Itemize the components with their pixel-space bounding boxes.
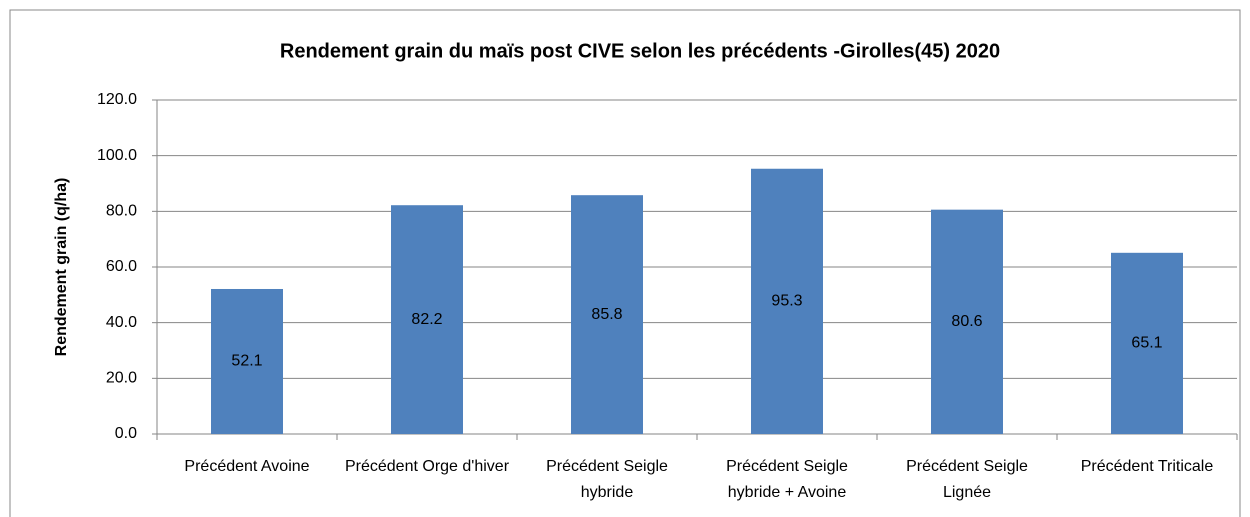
bar — [211, 288, 283, 434]
x-tick-label: Précédent Avoine — [184, 458, 310, 475]
y-axis-label: Rendement grain (q/ha) — [53, 178, 70, 357]
x-tick-label: Précédent Seigle Lignée — [906, 458, 1028, 501]
bar — [931, 209, 1003, 434]
data-label: 82.2 — [411, 311, 442, 328]
bar — [1111, 252, 1183, 434]
x-tick-label: Précédent Triticale — [1080, 458, 1214, 475]
bar — [751, 168, 823, 434]
chart-title: Rendement grain du maïs post CIVE selon … — [280, 40, 1000, 62]
x-tick-label: Précédent Seigle hybride — [546, 458, 668, 501]
y-tick-label: 120.0 — [97, 91, 137, 108]
y-tick-label: 80.0 — [106, 203, 137, 220]
data-label: 80.6 — [951, 313, 982, 330]
data-label: 52.1 — [231, 353, 262, 370]
y-tick-label: 0.0 — [115, 425, 137, 442]
bar — [391, 205, 463, 434]
y-tick-label: 40.0 — [106, 314, 137, 331]
x-tick-label: Précédent Orge d'hiver — [344, 458, 510, 475]
y-tick-label: 60.0 — [106, 258, 137, 275]
bar — [571, 195, 643, 434]
x-tick-label: Précédent Seigle hybride + Avoine — [726, 458, 848, 501]
data-label: 85.8 — [591, 306, 622, 323]
y-tick-label: 100.0 — [97, 147, 137, 164]
data-label: 95.3 — [771, 293, 802, 310]
y-tick-label: 20.0 — [106, 370, 137, 387]
data-label: 65.1 — [1131, 335, 1162, 352]
